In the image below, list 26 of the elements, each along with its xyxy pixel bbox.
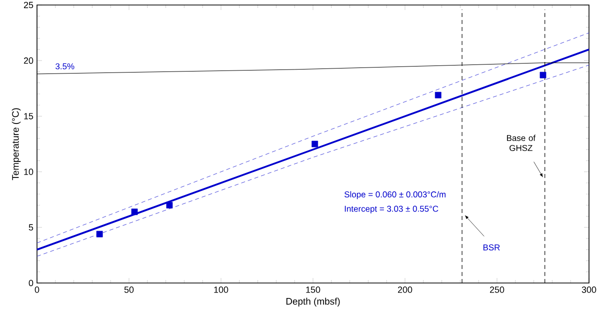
annotation: Intercept = 3.03 ± 0.55°C — [344, 206, 438, 214]
ref-line-label: BSR — [483, 244, 500, 250]
x-tick-label: 200 — [398, 286, 412, 293]
point — [540, 72, 546, 78]
y-tick-label: 15 — [24, 113, 34, 120]
x-tick-label: 50 — [124, 286, 134, 293]
y-tick-label: 5 — [28, 224, 34, 231]
series-label: 3.5% — [56, 63, 74, 70]
x-tick-label: 0 — [34, 286, 40, 293]
point — [96, 230, 103, 238]
ref-line-label: Base of GHSZ — [507, 134, 536, 151]
annotation: Slope = 0.060 ± 0.003°C/m — [344, 191, 446, 200]
x-tick-label: 300 — [582, 286, 596, 293]
point — [131, 208, 138, 216]
y-tick-label: 0 — [28, 280, 34, 286]
y-tick-label: 20 — [24, 57, 34, 64]
y-tick-label: 25 — [24, 2, 34, 8]
x-tick-label: 100 — [214, 286, 228, 293]
x-tick-label: 150 — [306, 286, 320, 293]
y-tick-label: 10 — [24, 168, 34, 175]
point — [434, 92, 442, 98]
y-axis-title: Temperature (°C) — [12, 108, 21, 180]
x-axis-title: Depth (mbsf) — [286, 298, 340, 307]
point — [166, 202, 173, 208]
x-tick-label: 250 — [490, 286, 504, 293]
point — [312, 140, 318, 148]
